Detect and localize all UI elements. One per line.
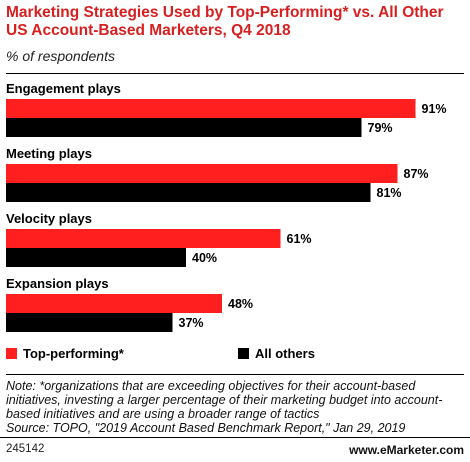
- note-text: Note: *organizations that are exceeding …: [6, 379, 443, 421]
- chart-notes: Note: *organizations that are exceeding …: [6, 379, 466, 435]
- legend-item-top-performing: Top-performing*: [6, 346, 124, 361]
- bar-velocity-plays-top-performing: [6, 229, 281, 248]
- category-label-expansion-plays: Expansion plays: [6, 276, 109, 291]
- value-label-engagement-plays-all-others: 79%: [368, 121, 393, 135]
- bar-meeting-plays-top-performing: [6, 164, 398, 183]
- source-text: Source: TOPO, "2019 Account Based Benchm…: [6, 421, 406, 435]
- value-label-expansion-plays-all-others: 37%: [179, 316, 204, 330]
- category-label-meeting-plays: Meeting plays: [6, 146, 92, 161]
- bar-meeting-plays-all-others: [6, 183, 371, 202]
- bar-velocity-plays-all-others: [6, 248, 186, 267]
- value-label-expansion-plays-top-performing: 48%: [228, 297, 253, 311]
- legend-label-top-performing: Top-performing*: [23, 346, 124, 361]
- brand-logo: www.eMarketer.com: [349, 443, 464, 457]
- value-label-velocity-plays-all-others: 40%: [192, 251, 217, 265]
- legend-item-all-others: All others: [238, 346, 315, 361]
- legend: Top-performing* All others: [0, 346, 470, 366]
- footer: 245142 www.eMarketer.com: [0, 437, 470, 462]
- bar-engagement-plays-all-others: [6, 118, 362, 137]
- value-label-meeting-plays-top-performing: 87%: [404, 167, 429, 181]
- value-label-meeting-plays-all-others: 81%: [377, 186, 402, 200]
- legend-swatch-top-performing: [6, 348, 17, 359]
- bar-chart: Engagement plays 91% 79% Meeting plays 87%81…: [6, 81, 447, 332]
- category-label-engagement-plays: Engagement plays: [6, 81, 121, 96]
- bar-expansion-plays-top-performing: [6, 294, 222, 313]
- value-label-engagement-plays-top-performing: 91%: [422, 102, 447, 116]
- legend-label-all-others: All others: [255, 346, 315, 361]
- category-label-velocity-plays: Velocity plays: [6, 211, 92, 226]
- legend-swatch-all-others: [238, 348, 249, 359]
- chart-id: 245142: [6, 443, 45, 455]
- chart-subtitle: % of respondents: [6, 48, 115, 64]
- value-label-velocity-plays-top-performing: 61%: [287, 232, 312, 246]
- chart-title: Marketing Strategies Used by Top-Perform…: [6, 4, 444, 39]
- note-rule: [6, 374, 464, 375]
- bar-engagement-plays-top-performing: [6, 99, 416, 118]
- bar-expansion-plays-all-others: [6, 313, 173, 332]
- top-rule: [6, 73, 464, 74]
